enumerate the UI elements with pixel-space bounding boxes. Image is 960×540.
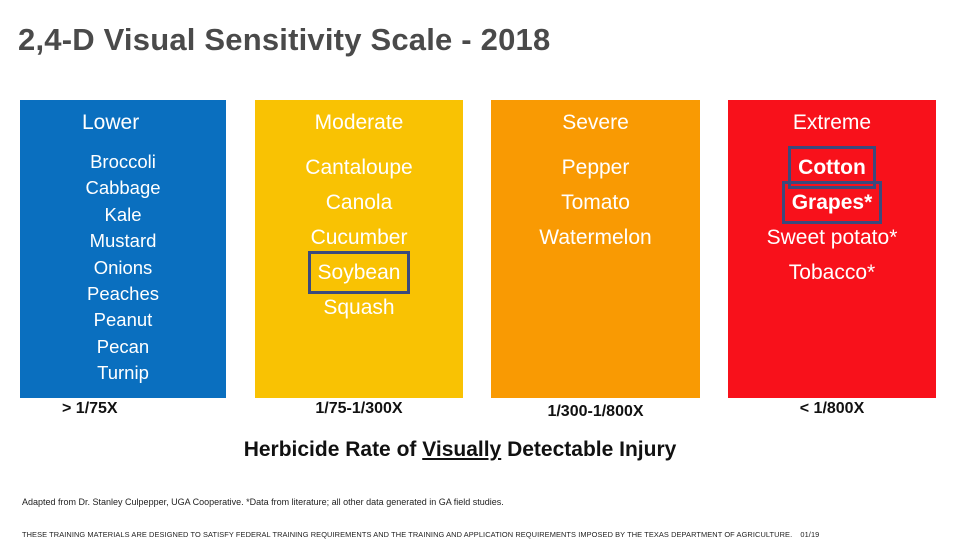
crop-list-moderate: Cantaloupe Canola Cucumber Soybean Squas…	[255, 150, 463, 325]
slide-title: 2,4-D Visual Sensitivity Scale - 2018	[18, 22, 551, 57]
list-item: Sweet potato*	[766, 226, 898, 249]
list-item-highlighted: Soybean	[307, 251, 411, 294]
list-item: Tomato	[561, 191, 630, 214]
crop-list-severe: Pepper Tomato Watermelon	[491, 150, 700, 255]
crop-list-lower: Broccoli Cabbage Kale Mustard Onions Pea…	[20, 149, 226, 387]
list-item: Squash	[323, 296, 395, 319]
column-header-severe: Severe	[491, 100, 700, 146]
column-extreme: Extreme Cotton Grapes* Sweet potato* Tob…	[728, 100, 936, 398]
list-item: Turnip	[97, 362, 149, 384]
caption-text: Herbicide Rate of	[243, 438, 423, 461]
column-severe: Severe Pepper Tomato Watermelon	[491, 100, 700, 398]
list-item: Tobacco*	[788, 261, 876, 284]
list-item: Mustard	[89, 230, 157, 252]
list-item: Watermelon	[539, 226, 652, 249]
rate-label-extreme: < 1/800X	[799, 400, 865, 417]
list-item: Onions	[93, 256, 153, 278]
list-item: Broccoli	[90, 151, 156, 172]
rate-label-moderate: 1/75-1/300X	[315, 400, 403, 417]
column-header-lower: Lower	[20, 100, 226, 146]
rate-label-severe: 1/300-1/800X	[547, 403, 644, 420]
training-disclaimer: THESE TRAINING MATERIALS ARE DESIGNED TO…	[22, 530, 819, 539]
rate-axis-caption: Herbicide Rate of Visually Detectable In…	[0, 438, 940, 462]
column-lower: Lower Broccoli Cabbage Kale Mustard Onio…	[20, 100, 226, 398]
list-item: Cucumber	[310, 226, 408, 249]
rate-label-lower: > 1/75X	[62, 400, 118, 417]
column-header-moderate: Moderate	[255, 100, 463, 146]
list-item: Cantaloupe	[305, 156, 413, 179]
column-header-label: Extreme	[792, 111, 872, 134]
list-item: Kale	[104, 203, 142, 225]
column-header-extreme: Extreme	[728, 100, 936, 146]
crop-list-extreme: Cotton Grapes* Sweet potato* Tobacco*	[728, 146, 936, 290]
list-item: Pepper	[561, 156, 630, 179]
column-header-label: Moderate	[314, 111, 404, 134]
caption-text: Detectable Injury	[501, 438, 677, 461]
list-item: Cabbage	[85, 177, 161, 199]
source-note: Adapted from Dr. Stanley Culpepper, UGA …	[22, 497, 504, 507]
list-item: Pecan	[96, 335, 150, 357]
page-number: 01/19	[800, 530, 820, 539]
caption-underlined: Visually	[422, 438, 502, 461]
list-item: Canola	[325, 191, 393, 214]
list-item: Peaches	[87, 283, 159, 305]
list-item-highlighted: Grapes*	[781, 181, 883, 224]
column-moderate: Moderate Cantaloupe Canola Cucumber Soyb…	[255, 100, 463, 398]
column-header-label: Severe	[562, 111, 629, 134]
disclaimer-text: THESE TRAINING MATERIALS ARE DESIGNED TO…	[22, 530, 793, 539]
list-item-highlighted: Cotton	[788, 146, 876, 189]
column-header-label: Lower	[82, 111, 140, 134]
list-item: Peanut	[93, 309, 153, 331]
